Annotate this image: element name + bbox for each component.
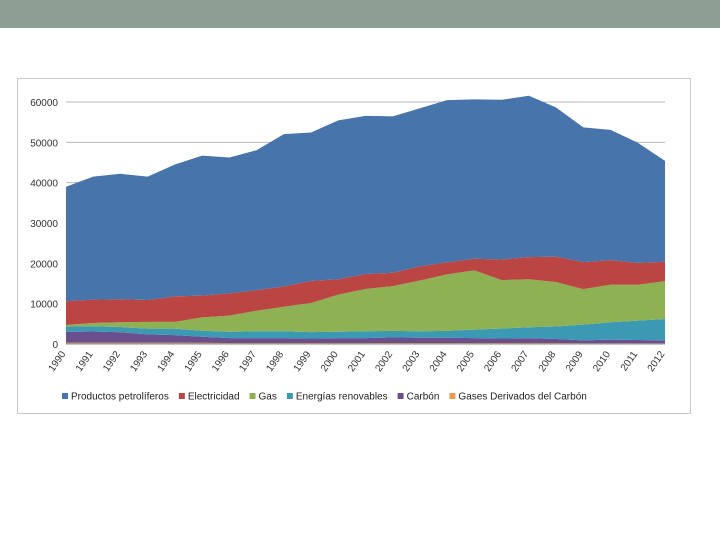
x-tick-label: 1993 bbox=[128, 349, 150, 374]
y-tick-label: 40000 bbox=[30, 179, 58, 190]
x-tick-label: 2000 bbox=[319, 349, 341, 374]
x-tick-label: 2009 bbox=[564, 349, 586, 374]
legend-label: Electricidad bbox=[188, 392, 240, 403]
legend-label: Gas bbox=[259, 392, 277, 403]
legend-layer: Productos petrolíferos Electricidad Gas Ene… bbox=[62, 392, 587, 403]
legend-label: Gases Derivados del Carbón bbox=[458, 392, 586, 403]
area-series-gas bbox=[66, 270, 665, 333]
legend-swatch bbox=[249, 393, 256, 399]
x-tick-label: 1992 bbox=[101, 349, 123, 374]
area-series-energias-renovables bbox=[66, 318, 665, 341]
legend-label: Productos petrolíferos bbox=[71, 392, 169, 403]
x-tick-label: 2006 bbox=[482, 349, 504, 374]
legend-swatch bbox=[397, 393, 404, 399]
x-tick-label: 2012 bbox=[646, 349, 668, 374]
x-tick-label: 1999 bbox=[292, 349, 314, 374]
x-tick-label: 2007 bbox=[510, 349, 532, 374]
x-tick-label: 1996 bbox=[210, 349, 232, 374]
x-tick-label: 2011 bbox=[619, 349, 641, 373]
x-tick-label: 2002 bbox=[373, 349, 395, 374]
legend-label: Energías renovables bbox=[296, 392, 388, 403]
area-series-carbon bbox=[66, 331, 665, 344]
area-layer bbox=[66, 95, 665, 344]
x-tick-label: 1990 bbox=[47, 349, 69, 374]
x-tick-label: 1991 bbox=[74, 349, 96, 374]
y-tick-label: 10000 bbox=[30, 300, 58, 311]
x-tick-label: 2010 bbox=[591, 349, 613, 374]
legend-label: Carbón bbox=[407, 392, 440, 403]
x-tick-label: 2003 bbox=[401, 349, 423, 374]
x-tick-label: 1995 bbox=[183, 349, 205, 374]
x-tick-label: 2005 bbox=[455, 349, 477, 374]
y-tick-label: 20000 bbox=[30, 259, 58, 270]
y-tick-label: 50000 bbox=[30, 138, 58, 149]
x-tick-label: 2004 bbox=[428, 349, 450, 374]
x-tick-label: 1994 bbox=[156, 349, 178, 374]
x-tick-label: 1998 bbox=[265, 349, 287, 374]
y-tick-label: 30000 bbox=[30, 219, 58, 230]
legend-swatch bbox=[286, 393, 293, 399]
legend-swatch bbox=[178, 393, 185, 399]
y-tick-label: 60000 bbox=[30, 98, 58, 109]
x-tick-label: 2008 bbox=[537, 349, 559, 374]
x-tick-label: 2001 bbox=[346, 349, 368, 374]
legend-swatch bbox=[449, 393, 456, 399]
area-series-electricidad bbox=[66, 256, 665, 326]
y-tick-label: 0 bbox=[52, 340, 58, 351]
x-tick-label: 1997 bbox=[237, 349, 259, 374]
legend-swatch bbox=[62, 393, 68, 399]
area-series-productos-petroliferos bbox=[66, 95, 665, 302]
slide-header-bar bbox=[0, 0, 720, 28]
